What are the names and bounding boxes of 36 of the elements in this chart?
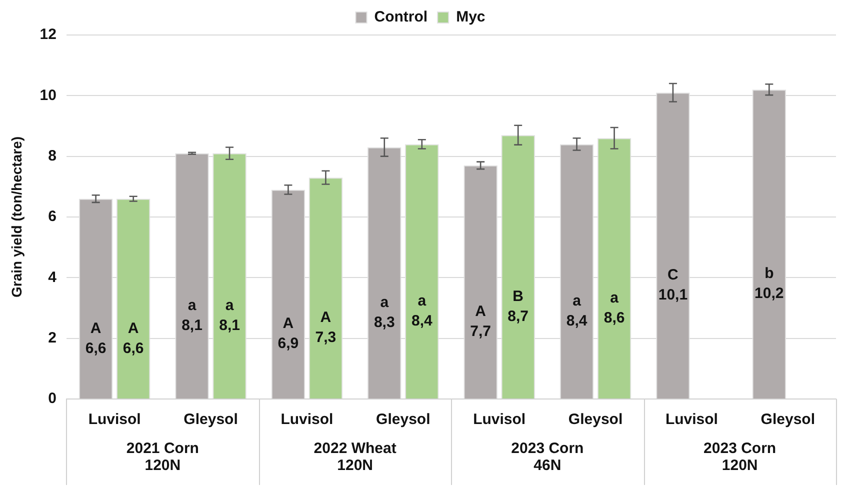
data-label: A 6,6 xyxy=(85,320,106,357)
x-tick-label: Gleysol xyxy=(760,411,816,428)
y-tick-label: 10 xyxy=(40,86,56,104)
y-tick-label: 12 xyxy=(40,26,56,44)
data-label: C 10,1 xyxy=(658,266,688,304)
data-label: a 8,6 xyxy=(604,289,625,326)
x-tick-label: Gleysol xyxy=(184,411,238,428)
data-label: B 8,7 xyxy=(508,288,529,325)
data-label: A 7,3 xyxy=(315,309,336,346)
text: 2022 Wheat 120N xyxy=(314,440,396,474)
data-label: A 6,9 xyxy=(278,315,299,352)
x-tick-label: Luvisol xyxy=(88,411,141,428)
data-label: a 8,4 xyxy=(566,292,588,330)
legend-label: Myc xyxy=(456,8,486,26)
text: 2023 Corn 120N xyxy=(704,440,776,474)
y-tick-label: 0 xyxy=(48,390,56,408)
x-tick-label: Luvisol xyxy=(280,411,334,428)
y-tick-label: 4 xyxy=(48,268,58,286)
text: 2023 Corn 46N xyxy=(511,440,584,474)
x-tick-label: Luvisol xyxy=(473,411,526,428)
data-label: A 6,6 xyxy=(122,320,144,357)
data-label: a 8,4 xyxy=(411,292,433,330)
data-label: a 8,1 xyxy=(182,297,202,334)
data-label: b 10,2 xyxy=(754,265,784,302)
x-tick-label: Gleysol xyxy=(376,411,430,428)
legend-label: Control xyxy=(374,8,428,26)
data-label: A 7,7 xyxy=(470,303,492,340)
y-tick-label: 6 xyxy=(48,208,56,226)
data-label: a 8,3 xyxy=(374,294,395,332)
x-tick-label: Gleysol xyxy=(568,411,623,428)
x-tick-label: Luvisol xyxy=(665,411,718,428)
y-axis-title: Grain yield (ton/hectare) xyxy=(8,136,24,298)
y-tick-label: 8 xyxy=(48,147,56,164)
text: 2021 Corn 120N xyxy=(126,440,199,474)
y-tick-label: 2 xyxy=(48,329,56,346)
data-label: a 8,1 xyxy=(219,297,240,334)
